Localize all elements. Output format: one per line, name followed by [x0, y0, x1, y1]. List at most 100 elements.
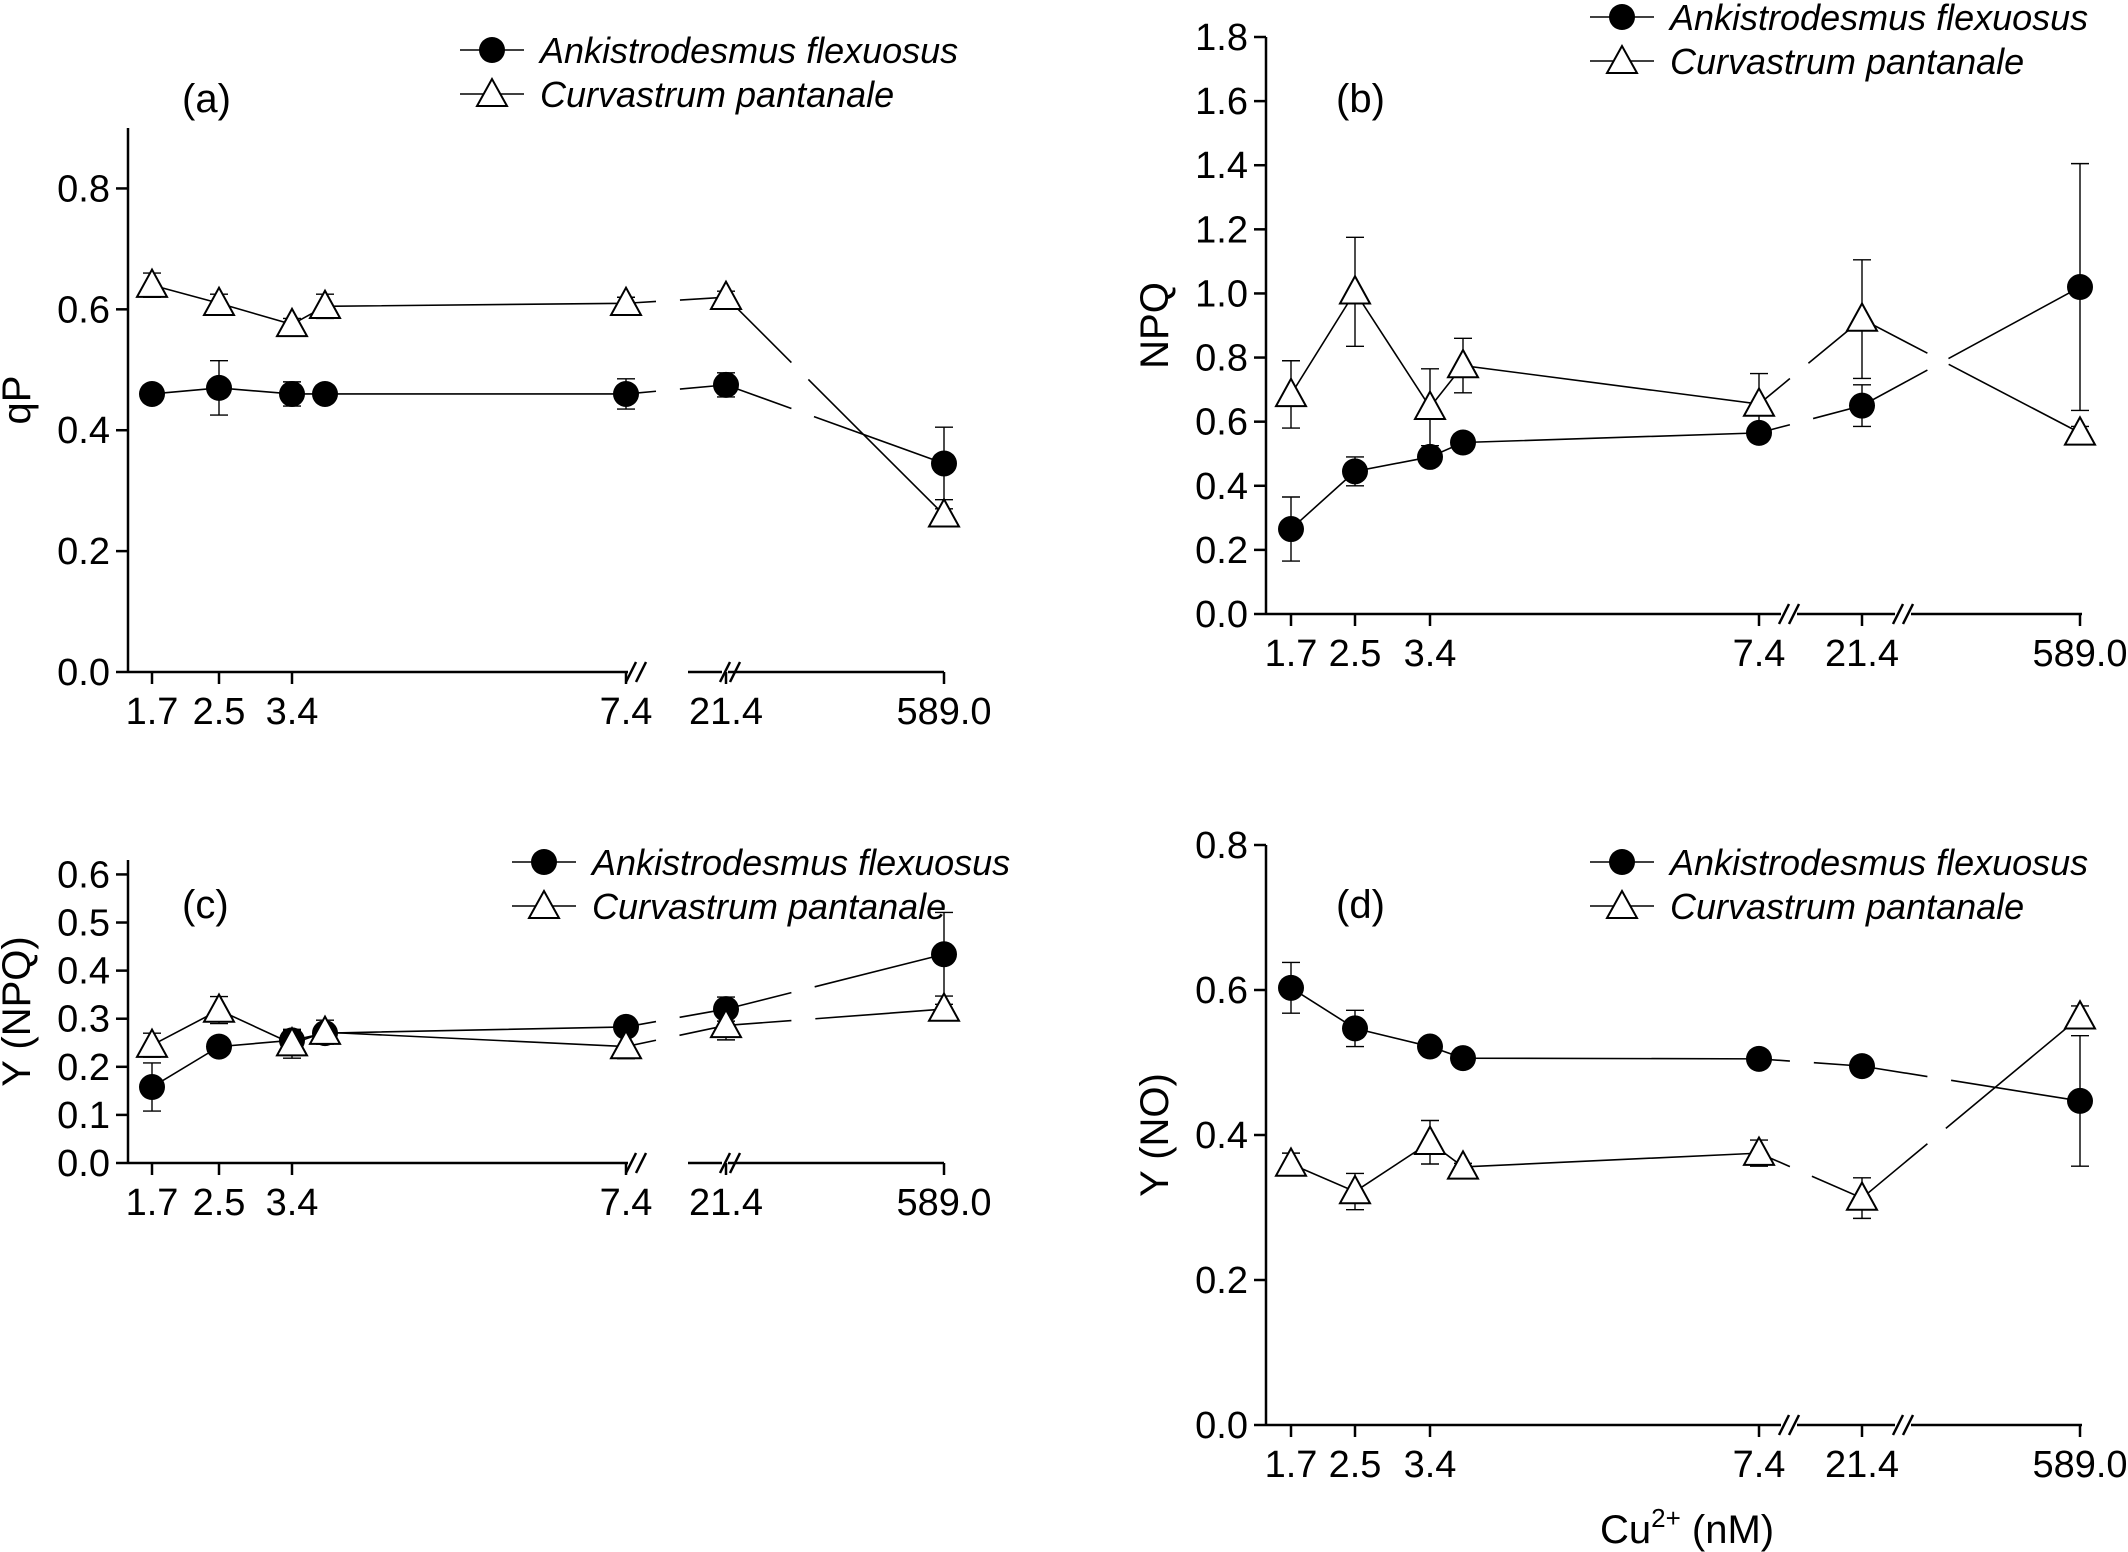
- legend-marker: [531, 849, 557, 875]
- x-tick-label: 589.0: [896, 1182, 991, 1224]
- x-axis-title-sup: 2+: [1651, 1503, 1681, 1533]
- x-tick-label: 589.0: [2032, 1444, 2127, 1486]
- y-tick-label: 0.2: [57, 531, 110, 573]
- data-point: [1413, 1124, 1447, 1155]
- x-tick-label: 3.4: [1404, 1444, 1457, 1486]
- legend-label: Curvastrum pantanale: [592, 886, 946, 927]
- legend-marker: [527, 888, 561, 919]
- data-point: [1450, 1045, 1476, 1072]
- legend-label: Curvastrum pantanale: [1670, 41, 2024, 82]
- legend-marker: [1605, 43, 1639, 74]
- data-point: [308, 288, 342, 320]
- axis-break-mark: [1891, 603, 1905, 625]
- x-tick-label: 3.4: [266, 1182, 319, 1224]
- y-tick-label: 0.2: [1195, 530, 1248, 572]
- data-point: [1338, 1173, 1372, 1205]
- y-tick-label: 0.8: [1195, 825, 1248, 867]
- data-point: [1746, 1045, 1772, 1072]
- data-point: [1446, 347, 1480, 379]
- legend-marker: [1609, 4, 1635, 30]
- data-point: [1845, 301, 1879, 332]
- axis-break-mark: [1901, 1414, 1915, 1436]
- y-tick-label: 0.0: [1195, 1405, 1248, 1447]
- y-tick-label: 0.4: [57, 951, 110, 993]
- axis-break-mark: [728, 661, 742, 683]
- data-point: [206, 1033, 232, 1060]
- x-axis-title: Cu2+ (nM): [1600, 1503, 1774, 1552]
- x-tick-label: 1.7: [126, 1182, 179, 1224]
- axis-break-mark: [1891, 1414, 1905, 1436]
- legend-marker: [1605, 888, 1639, 919]
- legend-label: Ankistrodesmus flexuosus: [1668, 842, 2088, 883]
- data-point: [135, 267, 169, 298]
- data-point: [139, 1074, 165, 1101]
- data-point: [609, 285, 643, 316]
- data-point: [202, 992, 236, 1023]
- y-tick-label: 0.5: [57, 903, 110, 945]
- panel-d: 0.0 0.2 0.4 0.6 0.8 Y (NO) 1.7 2.5 3.4 7.4 21.4 589…: [1133, 825, 2128, 1486]
- panel-label: (a): [182, 77, 231, 121]
- data-point: [1274, 376, 1308, 408]
- legend-marker: [479, 37, 505, 63]
- axis-break-mark: [624, 661, 638, 683]
- x-axis-title-main: Cu: [1600, 1508, 1651, 1552]
- legend-label: Curvastrum pantanale: [540, 74, 894, 115]
- data-point: [279, 380, 305, 407]
- legend-label: Ankistrodesmus flexuosus: [538, 30, 958, 71]
- x-tick-label: 3.4: [1404, 633, 1457, 675]
- axis-break-mark: [1777, 603, 1791, 625]
- legend-label: Curvastrum pantanale: [1670, 886, 2024, 927]
- data-point: [275, 306, 309, 338]
- data-point: [1413, 389, 1447, 420]
- x-tick-label: 2.5: [1329, 1444, 1382, 1486]
- y-tick-label: 1.0: [1195, 273, 1248, 315]
- series-line: [151, 953, 945, 1088]
- x-tick-label: 7.4: [600, 691, 653, 733]
- x-tick-label: 2.5: [193, 691, 246, 733]
- y-tick-label: 0.6: [57, 854, 110, 896]
- panel-label: (b): [1336, 77, 1385, 121]
- data-point: [1446, 1149, 1480, 1180]
- axis-break-mark: [1787, 603, 1801, 625]
- x-tick-label: 589.0: [2032, 633, 2127, 675]
- x-tick-label: 7.4: [600, 1182, 653, 1224]
- y-tick-label: 0.6: [57, 289, 110, 331]
- legend-label: Ankistrodesmus flexuosus: [590, 842, 1010, 883]
- series-line: [1290, 290, 2081, 434]
- y-tick-label: 0.4: [1195, 1115, 1248, 1157]
- y-tick-label: 0.1: [57, 1095, 110, 1137]
- x-tick-label: 7.4: [1733, 1444, 1786, 1486]
- data-point: [308, 1014, 342, 1045]
- data-point: [709, 279, 743, 310]
- x-tick-label: 21.4: [1825, 1444, 1899, 1486]
- data-point: [609, 1028, 643, 1060]
- data-point: [206, 374, 232, 401]
- data-point: [275, 1026, 309, 1057]
- axis-break-mark: [728, 1152, 742, 1174]
- y-tick-label: 0.8: [1195, 338, 1248, 380]
- data-point: [927, 991, 961, 1022]
- y-tick-label: 1.8: [1195, 17, 1248, 59]
- data-point: [1338, 274, 1372, 305]
- data-point: [1742, 386, 1776, 417]
- x-tick-label: 2.5: [1329, 633, 1382, 675]
- data-point: [135, 1027, 169, 1058]
- data-point: [202, 285, 236, 316]
- data-point: [2067, 274, 2093, 301]
- y-tick-label: 0.3: [57, 999, 110, 1041]
- x-tick-label: 21.4: [689, 1182, 763, 1224]
- data-point: [1849, 392, 1875, 419]
- data-point: [931, 450, 957, 477]
- axis-break-mark: [1787, 1414, 1801, 1436]
- data-point: [931, 941, 957, 968]
- y-axis-title: NPQ: [1133, 282, 1177, 369]
- legend-label: Ankistrodesmus flexuosus: [1668, 0, 2088, 38]
- axis-break-mark: [634, 661, 648, 683]
- x-tick-label: 1.7: [126, 691, 179, 733]
- data-point: [2063, 999, 2097, 1030]
- data-point: [1278, 974, 1304, 1001]
- data-point: [1278, 516, 1304, 543]
- y-tick-label: 0.4: [57, 410, 110, 452]
- data-point: [1342, 1015, 1368, 1042]
